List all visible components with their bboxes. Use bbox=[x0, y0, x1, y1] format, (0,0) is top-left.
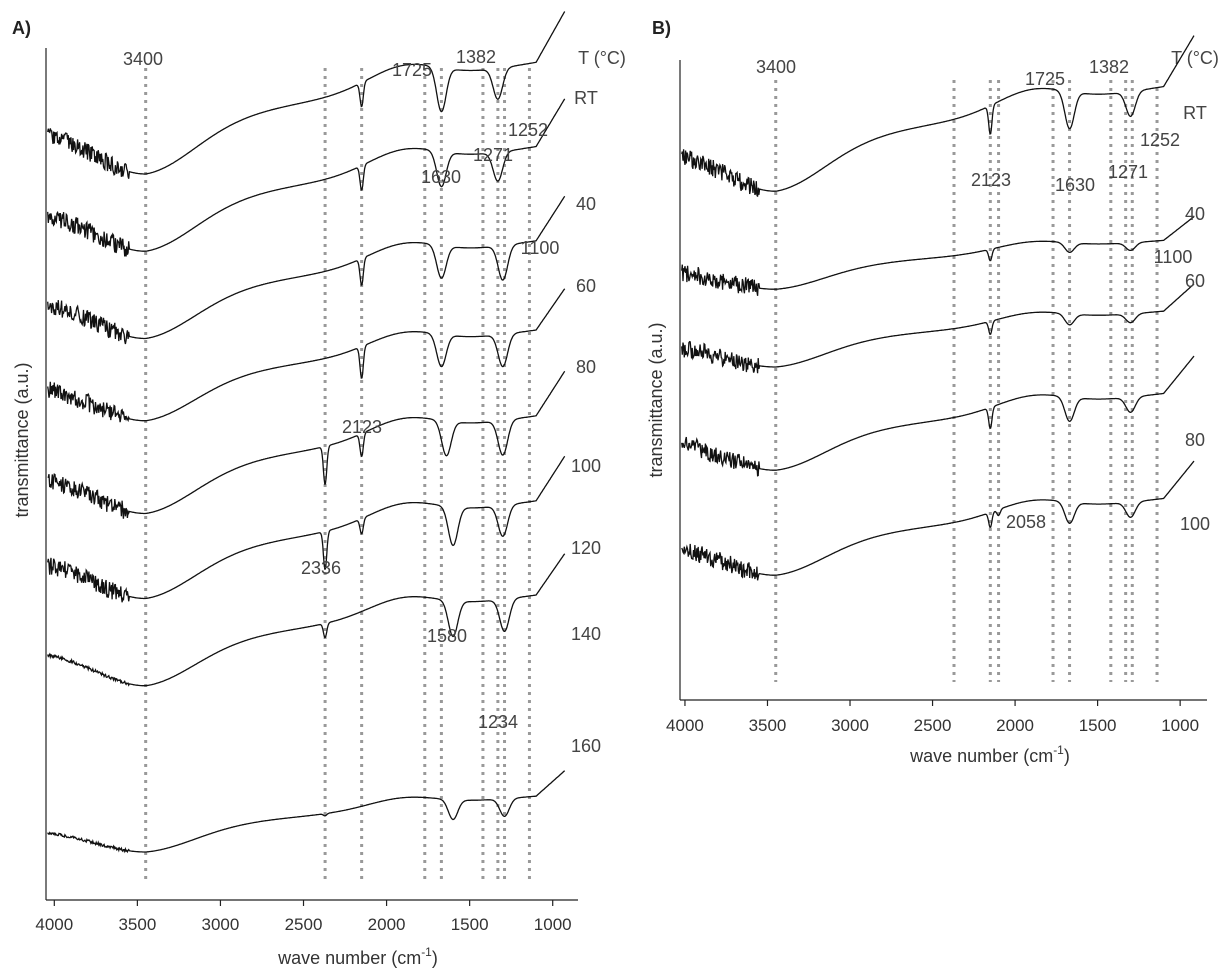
x-tick-label: 3000 bbox=[831, 716, 869, 735]
peak-annotation: 1271 bbox=[473, 145, 513, 165]
peak-annotation: 1382 bbox=[456, 47, 496, 67]
y-axis-title: transmittance (a.u.) bbox=[12, 362, 32, 517]
series-temperature-label: 60 bbox=[1185, 271, 1205, 291]
x-tick-label: 3500 bbox=[749, 716, 787, 735]
series-temperature-label: 160 bbox=[571, 736, 601, 756]
peak-annotation: 2336 bbox=[301, 558, 341, 578]
x-tick-label: 3500 bbox=[118, 915, 156, 934]
peak-annotation: 1252 bbox=[508, 120, 548, 140]
peak-annotation: 1100 bbox=[1154, 247, 1193, 267]
spectrum-series bbox=[681, 283, 1195, 374]
peak-annotation: 1725 bbox=[1025, 69, 1065, 89]
spectrum-series bbox=[47, 553, 566, 687]
peak-annotation: 1630 bbox=[1055, 175, 1095, 195]
peak-annotation: 1271 bbox=[1108, 162, 1148, 182]
spectrum-series bbox=[47, 11, 566, 179]
x-tick-label: 1500 bbox=[451, 915, 489, 934]
y-axis-title: transmittance (a.u.) bbox=[646, 322, 666, 477]
series-temperature-label: 40 bbox=[576, 194, 596, 214]
spectrum-series bbox=[47, 288, 566, 423]
panel-a: A) 4000 3500 3000 2500 2000 1500 1000 wave numb… bbox=[12, 11, 626, 968]
series-temperature-label: 60 bbox=[576, 276, 596, 296]
spectrum-series bbox=[47, 455, 566, 603]
spectrum-series bbox=[47, 195, 566, 345]
series-temperature-label: 100 bbox=[571, 456, 601, 476]
peak-annotation: 2123 bbox=[342, 417, 382, 437]
series-temperature-label: 40 bbox=[1185, 204, 1205, 224]
x-tick-label: 2500 bbox=[285, 915, 323, 934]
series-temperature-label: 120 bbox=[571, 538, 601, 558]
x-tick-label: 1500 bbox=[1079, 716, 1117, 735]
peak-annotation: 3400 bbox=[756, 57, 796, 77]
spectrum-series bbox=[47, 770, 566, 854]
peak-annotation: 2058 bbox=[1006, 512, 1046, 532]
peak-annotation: 1580 bbox=[427, 626, 467, 646]
temperature-header: T (°C) bbox=[578, 48, 626, 68]
spectrum-series bbox=[47, 98, 566, 257]
x-tick-label: 4000 bbox=[35, 915, 73, 934]
x-axis-title: wave number (cm-1) bbox=[277, 945, 438, 968]
series-temperature-label: 80 bbox=[1185, 430, 1205, 450]
x-tick-label: 1000 bbox=[1161, 716, 1199, 735]
x-tick-label: 2000 bbox=[368, 915, 406, 934]
peak-annotation: 1100 bbox=[521, 238, 560, 258]
series-temperature-label: RT bbox=[1183, 103, 1207, 123]
panel-a-label: A) bbox=[12, 18, 31, 38]
spectrum-series bbox=[47, 370, 566, 519]
x-tick-label: 2000 bbox=[996, 716, 1034, 735]
series-temperature-label: RT bbox=[574, 88, 598, 108]
x-tick-label: 4000 bbox=[666, 716, 704, 735]
spectrum-series bbox=[681, 216, 1195, 296]
panel-b: B) 4000 3500 3000 2500 2000 1500 1000 wave numb… bbox=[646, 18, 1219, 766]
peak-annotation: 1234 bbox=[478, 712, 518, 732]
x-axis-title: wave number (cm-1) bbox=[909, 743, 1070, 766]
x-tick-label: 3000 bbox=[202, 915, 240, 934]
peak-annotation: 1725 bbox=[392, 60, 432, 80]
peak-annotation: 1630 bbox=[421, 167, 461, 187]
spectrum-series bbox=[681, 355, 1195, 477]
peak-annotation: 1252 bbox=[1140, 130, 1180, 150]
series-temperature-label: 140 bbox=[571, 624, 601, 644]
spectrum-series bbox=[681, 35, 1195, 197]
temperature-header: T (°C) bbox=[1171, 48, 1219, 68]
x-tick-label: 1000 bbox=[534, 915, 572, 934]
panel-b-label: B) bbox=[652, 18, 671, 38]
x-tick-label: 2500 bbox=[914, 716, 952, 735]
series-temperature-label: 100 bbox=[1180, 514, 1210, 534]
peak-annotation: 1382 bbox=[1089, 57, 1129, 77]
peak-annotation: 3400 bbox=[123, 49, 163, 69]
spectrum-series bbox=[681, 460, 1195, 581]
peak-annotation: 2123 bbox=[971, 170, 1011, 190]
series-temperature-label: 80 bbox=[576, 357, 596, 377]
